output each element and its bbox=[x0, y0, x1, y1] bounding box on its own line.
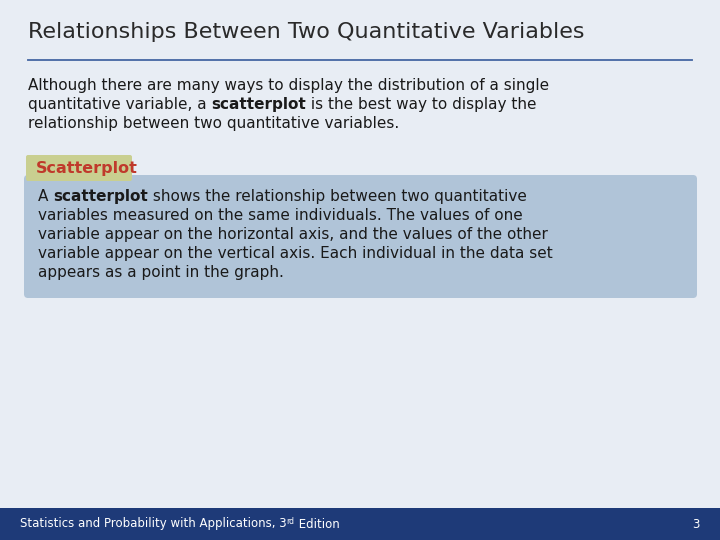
Text: Scatterplot: Scatterplot bbox=[36, 160, 138, 176]
Text: shows the relationship between two quantitative: shows the relationship between two quant… bbox=[148, 189, 527, 204]
FancyBboxPatch shape bbox=[26, 155, 132, 181]
Text: 3: 3 bbox=[693, 517, 700, 530]
Text: variables measured on the same individuals. The values of one: variables measured on the same individua… bbox=[38, 208, 523, 223]
Text: scatterplot: scatterplot bbox=[212, 97, 306, 112]
Text: rd: rd bbox=[287, 516, 294, 525]
Text: appears as a point in the graph.: appears as a point in the graph. bbox=[38, 265, 284, 280]
Text: Statistics and Probability with Applications, 3: Statistics and Probability with Applicat… bbox=[20, 517, 287, 530]
Text: Although there are many ways to display the distribution of a single: Although there are many ways to display … bbox=[28, 78, 549, 93]
Text: Relationships Between Two Quantitative Variables: Relationships Between Two Quantitative V… bbox=[28, 22, 585, 42]
Text: Statistics and Probability with Applications, 3: Statistics and Probability with Applicat… bbox=[20, 517, 287, 530]
Text: variable appear on the horizontal axis, and the values of the other: variable appear on the horizontal axis, … bbox=[38, 227, 548, 242]
Text: quantitative variable, a: quantitative variable, a bbox=[28, 97, 212, 112]
Text: A: A bbox=[38, 189, 53, 204]
Bar bbox=[0, 508, 720, 540]
Text: variable appear on the vertical axis. Each individual in the data set: variable appear on the vertical axis. Ea… bbox=[38, 246, 553, 261]
Text: scatterplot: scatterplot bbox=[53, 189, 148, 204]
FancyBboxPatch shape bbox=[24, 175, 697, 298]
Text: is the best way to display the: is the best way to display the bbox=[306, 97, 536, 112]
Text: Edition: Edition bbox=[294, 517, 339, 530]
Text: relationship between two quantitative variables.: relationship between two quantitative va… bbox=[28, 116, 400, 131]
